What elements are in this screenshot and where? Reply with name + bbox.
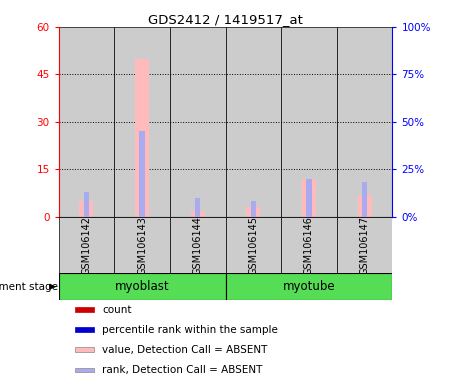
- Bar: [59, 273, 226, 300]
- Text: myotube: myotube: [283, 280, 335, 293]
- Bar: [75, 348, 94, 352]
- Bar: [79, 201, 93, 217]
- Bar: [59, 27, 114, 217]
- Text: development stage: development stage: [0, 281, 58, 291]
- Title: GDS2412 / 1419517_at: GDS2412 / 1419517_at: [148, 13, 303, 26]
- Bar: [281, 27, 337, 217]
- Bar: [358, 195, 372, 217]
- Bar: [135, 58, 149, 217]
- Bar: [246, 207, 260, 217]
- Text: GSM106145: GSM106145: [249, 215, 258, 275]
- Bar: [226, 27, 281, 217]
- Text: GSM106142: GSM106142: [82, 215, 92, 275]
- Text: count: count: [102, 305, 132, 314]
- Bar: [195, 198, 200, 217]
- Bar: [84, 192, 89, 217]
- Text: myoblast: myoblast: [115, 280, 170, 293]
- Bar: [306, 179, 312, 217]
- Bar: [191, 210, 205, 217]
- Bar: [226, 217, 281, 273]
- Bar: [251, 201, 256, 217]
- Bar: [114, 27, 170, 217]
- Bar: [170, 27, 226, 217]
- Bar: [302, 179, 316, 217]
- Bar: [75, 328, 94, 332]
- Text: percentile rank within the sample: percentile rank within the sample: [102, 324, 278, 335]
- Text: GSM106147: GSM106147: [359, 215, 369, 275]
- Bar: [139, 131, 145, 217]
- Bar: [114, 217, 170, 273]
- Bar: [337, 217, 392, 273]
- Bar: [170, 217, 226, 273]
- Text: GSM106144: GSM106144: [193, 216, 202, 275]
- Bar: [59, 217, 114, 273]
- Text: GSM106143: GSM106143: [137, 216, 147, 275]
- Bar: [75, 308, 94, 312]
- Text: value, Detection Call = ABSENT: value, Detection Call = ABSENT: [102, 345, 267, 355]
- Text: rank, Detection Call = ABSENT: rank, Detection Call = ABSENT: [102, 365, 262, 375]
- Bar: [281, 217, 337, 273]
- Bar: [337, 27, 392, 217]
- Bar: [75, 367, 94, 372]
- Text: GSM106146: GSM106146: [304, 216, 314, 275]
- Bar: [226, 273, 392, 300]
- Bar: [362, 182, 367, 217]
